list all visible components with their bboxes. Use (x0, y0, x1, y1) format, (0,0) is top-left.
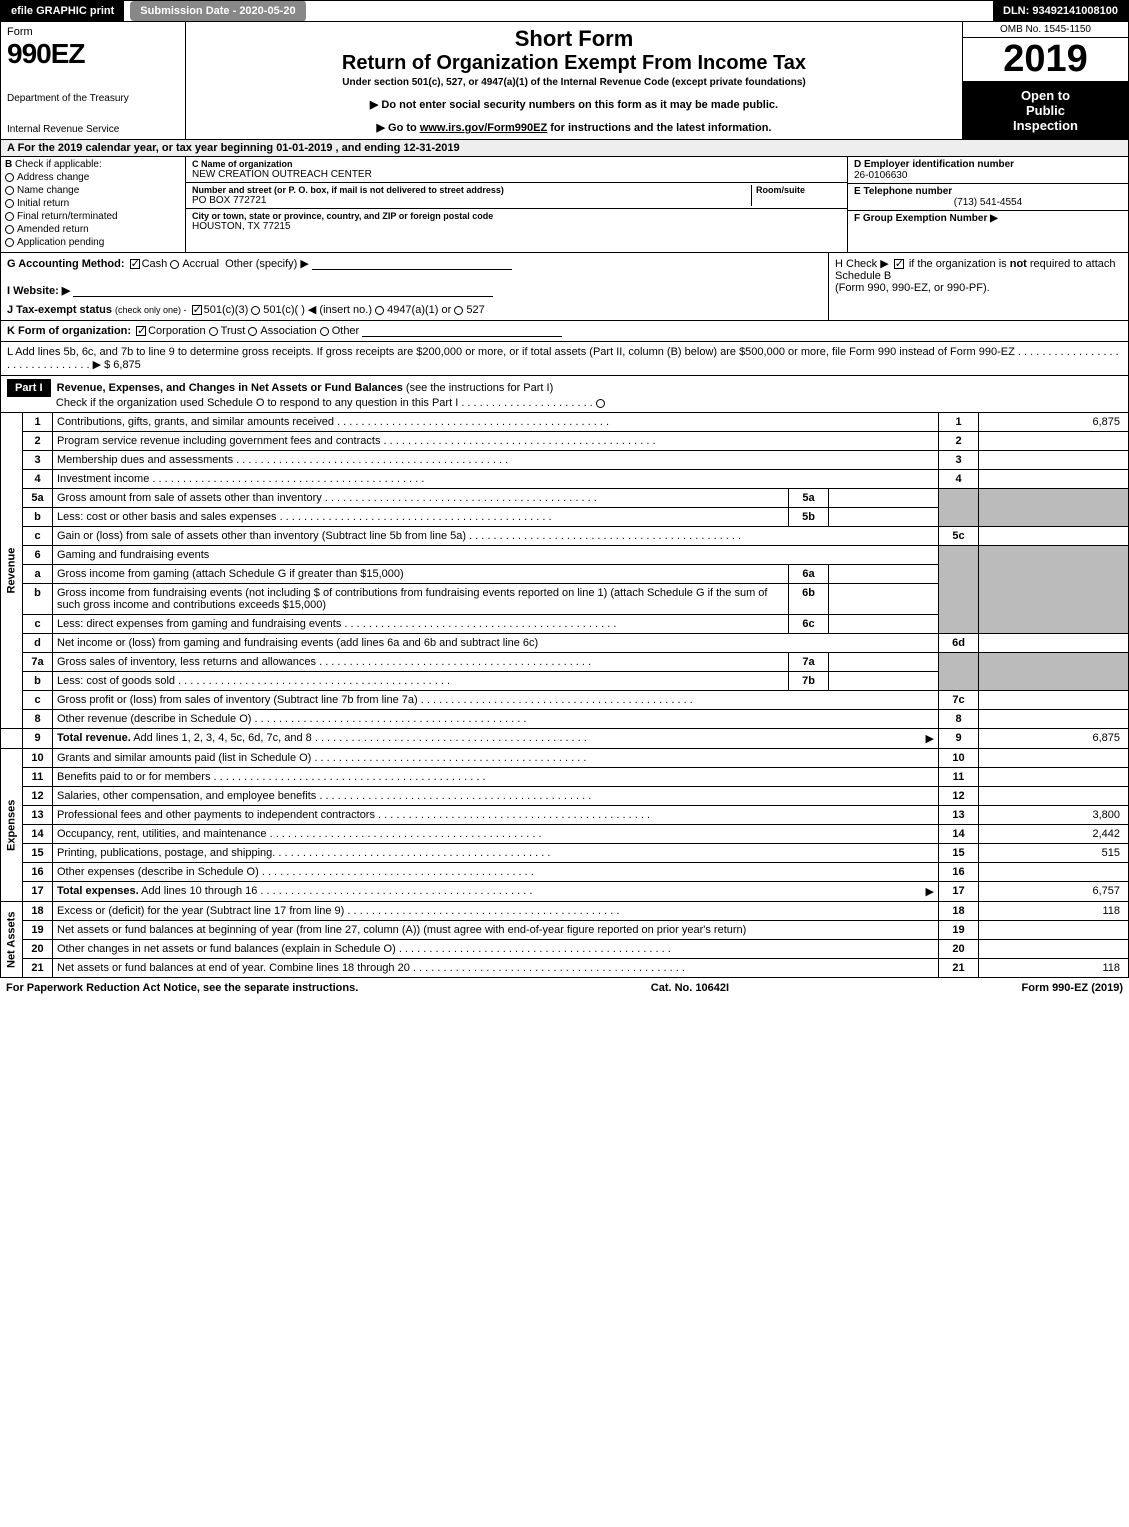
line14-amount: 2,442 (979, 825, 1129, 844)
form-number: 990EZ (7, 38, 179, 70)
submission-date: Submission Date - 2020-05-20 (130, 1, 307, 21)
other-radio[interactable] (320, 327, 329, 336)
line18-amount: 118 (979, 902, 1129, 921)
final-return-radio[interactable] (5, 212, 14, 221)
header-left: Form 990EZ Department of the Treasury In… (1, 22, 186, 139)
row-l: L Add lines 5b, 6c, and 7b to line 9 to … (0, 342, 1129, 376)
note2-post: for instructions and the latest informat… (547, 122, 771, 134)
part1-title: Revenue, Expenses, and Changes in Net As… (57, 382, 403, 394)
line17-amount: 6,757 (979, 882, 1129, 902)
footer-left: For Paperwork Reduction Act Notice, see … (6, 982, 358, 994)
org-name-label: C Name of organization (192, 159, 841, 169)
period-row: A For the 2019 calendar year, or tax yea… (0, 140, 1129, 157)
note-ssn: ▶ Do not enter social security numbers o… (194, 98, 954, 111)
line1-amount: 6,875 (979, 413, 1129, 432)
dept-treasury: Department of the Treasury (7, 93, 179, 104)
box-def: D Employer identification number 26-0106… (848, 157, 1128, 252)
header-center: Short Form Return of Organization Exempt… (186, 22, 963, 139)
line15-amount: 515 (979, 844, 1129, 863)
gross-receipts: ▶ $ 6,875 (93, 359, 141, 371)
trust-radio[interactable] (209, 327, 218, 336)
assoc-radio[interactable] (248, 327, 257, 336)
part1-label: Part I (7, 379, 51, 397)
info-block: B Check if applicable: Address change Na… (0, 157, 1129, 253)
form-label: Form (7, 26, 179, 38)
accrual-radio[interactable] (170, 260, 179, 269)
omb-number: OMB No. 1545-1150 (963, 22, 1128, 38)
row-g-h: G Accounting Method: Cash Accrual Other … (0, 253, 1129, 321)
501c-radio[interactable] (251, 306, 260, 315)
form-header: Form 990EZ Department of the Treasury In… (0, 22, 1129, 140)
app-pending-radio[interactable] (5, 238, 14, 247)
revenue-side-label: Revenue (1, 413, 23, 729)
tax-year: 2019 (963, 38, 1128, 82)
note2-pre: ▶ Go to (377, 122, 420, 134)
expenses-side-label: Expenses (1, 749, 23, 902)
amended-return-radio[interactable] (5, 225, 14, 234)
line9-amount: 6,875 (979, 729, 1129, 749)
addr-label: Number and street (or P. O. box, if mail… (192, 185, 751, 195)
h-checkbox[interactable] (894, 259, 904, 269)
room-label: Room/suite (756, 185, 841, 195)
phone-label: E Telephone number (854, 186, 952, 197)
efile-button[interactable]: efile GRAPHIC print (1, 1, 126, 21)
page-footer: For Paperwork Reduction Act Notice, see … (0, 978, 1129, 998)
row-k: K Form of organization: Corporation Trus… (0, 321, 1129, 342)
addr-change-radio[interactable] (5, 173, 14, 182)
box-b: B Check if applicable: Address change Na… (1, 157, 186, 252)
city-value: HOUSTON, TX 77215 (192, 221, 841, 232)
ein-value: 26-0106630 (854, 170, 907, 181)
corp-checkbox[interactable] (136, 326, 146, 336)
527-radio[interactable] (454, 306, 463, 315)
net-assets-side-label: Net Assets (1, 902, 23, 978)
top-bar: efile GRAPHIC print Submission Date - 20… (0, 0, 1129, 22)
footer-right: Form 990-EZ (2019) (1022, 982, 1124, 994)
part1-check[interactable] (596, 399, 605, 408)
501c3-checkbox[interactable] (192, 305, 202, 315)
dept-irs: Internal Revenue Service (7, 124, 179, 135)
footer-mid: Cat. No. 10642I (651, 982, 729, 994)
part1-check-text: Check if the organization used Schedule … (56, 397, 458, 409)
4947-radio[interactable] (375, 306, 384, 315)
inspection-box: Open to Public Inspection (963, 82, 1128, 139)
dln-label: DLN: 93492141008100 (993, 1, 1128, 21)
group-exemption-label: F Group Exemption Number ▶ (854, 213, 998, 224)
cash-checkbox[interactable] (130, 259, 140, 269)
phone-value: (713) 541-4554 (854, 197, 1122, 208)
irs-link[interactable]: www.irs.gov/Form990EZ (420, 122, 547, 134)
part1-title2: (see the instructions for Part I) (406, 382, 553, 394)
org-name: NEW CREATION OUTREACH CENTER (192, 169, 841, 180)
lines-table: Revenue 1 Contributions, gifts, grants, … (0, 413, 1129, 978)
note-link: ▶ Go to www.irs.gov/Form990EZ for instru… (194, 121, 954, 134)
ein-label: D Employer identification number (854, 159, 1014, 170)
spacer (308, 1, 993, 21)
initial-return-radio[interactable] (5, 199, 14, 208)
box-c: C Name of organization NEW CREATION OUTR… (186, 157, 848, 252)
title-main: Return of Organization Exempt From Incom… (194, 52, 954, 75)
city-label: City or town, state or province, country… (192, 211, 841, 221)
subtitle: Under section 501(c), 527, or 4947(a)(1)… (194, 77, 954, 88)
line21-amount: 118 (979, 959, 1129, 978)
name-change-radio[interactable] (5, 186, 14, 195)
header-right: OMB No. 1545-1150 2019 Open to Public In… (963, 22, 1128, 139)
title-short: Short Form (194, 26, 954, 52)
part1-header-row: Part I Revenue, Expenses, and Changes in… (0, 376, 1129, 413)
line13-amount: 3,800 (979, 806, 1129, 825)
addr-value: PO BOX 772721 (192, 195, 751, 206)
